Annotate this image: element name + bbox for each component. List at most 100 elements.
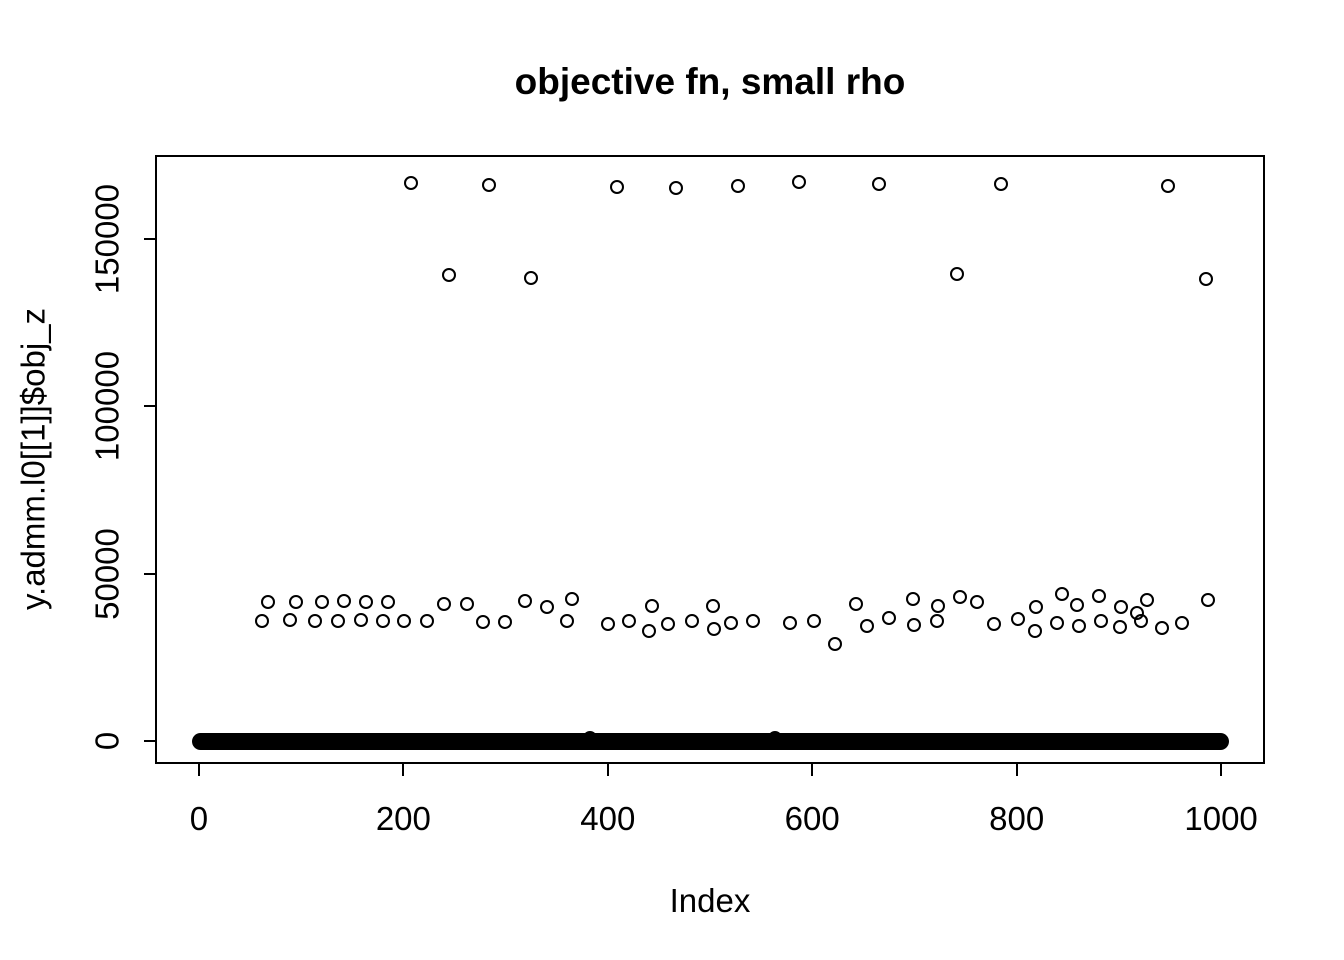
data-point-circle <box>791 174 806 189</box>
data-point-circle <box>684 613 699 628</box>
data-point-circle <box>906 592 921 607</box>
data-point-circle <box>1154 620 1169 635</box>
data-point-circle <box>609 179 624 194</box>
data-point-circle <box>314 595 329 610</box>
data-point-circle <box>437 596 452 611</box>
x-tick-label: 600 <box>784 800 840 837</box>
data-point-circle <box>669 181 684 196</box>
x-tick-label: 200 <box>375 800 431 837</box>
data-point-circle <box>950 267 965 282</box>
data-point-circle <box>255 613 270 628</box>
data-point-circle <box>482 178 497 193</box>
data-point-circle <box>261 595 276 610</box>
data-point-circle <box>953 590 968 605</box>
zero-value-point-band <box>191 733 1230 751</box>
data-point-circle <box>707 621 722 636</box>
data-point-circle <box>1069 598 1084 613</box>
data-point-circle <box>1112 619 1127 634</box>
data-point-circle <box>987 616 1002 631</box>
data-point-circle <box>330 613 345 628</box>
data-point-circle <box>397 613 412 628</box>
data-point-circle <box>419 613 434 628</box>
data-point-circle <box>497 615 512 630</box>
data-point-circle <box>929 613 944 628</box>
data-point-circle <box>782 615 797 630</box>
x-tick-mark <box>1015 763 1018 776</box>
data-point-circle <box>1028 624 1043 639</box>
x-tick-label: 400 <box>580 800 636 837</box>
data-point-circle <box>930 599 945 614</box>
x-tick-label: 0 <box>189 800 209 837</box>
data-point-circle <box>807 613 822 628</box>
plot-area <box>157 157 1263 762</box>
data-point-circle <box>730 178 745 193</box>
data-point-circle <box>1054 587 1069 602</box>
data-point-circle <box>1200 593 1215 608</box>
x-tick-mark <box>197 763 200 776</box>
x-axis-label: Index <box>669 882 751 919</box>
data-point-circle <box>1140 592 1155 607</box>
data-point-circle <box>354 612 369 627</box>
data-point-circle <box>337 594 352 609</box>
data-point-circle <box>1134 613 1149 628</box>
data-point-circle <box>724 615 739 630</box>
data-point-circle <box>540 600 555 615</box>
data-point-circle <box>622 613 637 628</box>
data-point-circle <box>1049 615 1064 630</box>
data-point-circle <box>524 270 539 285</box>
data-point-circle <box>1160 179 1175 194</box>
data-point-circle <box>1113 600 1128 615</box>
data-point-circle <box>907 617 922 632</box>
x-tick-mark <box>811 763 814 776</box>
data-point-circle <box>308 613 323 628</box>
data-point-circle <box>1029 600 1044 615</box>
data-point-circle <box>583 730 598 745</box>
data-point-circle <box>403 176 418 191</box>
data-point-circle <box>1072 618 1086 633</box>
data-point-circle <box>1094 613 1109 628</box>
data-point-circle <box>559 613 574 628</box>
x-tick-mark <box>1220 763 1223 776</box>
data-point-circle <box>768 730 783 745</box>
y-axis-label: y.admm.l0[[1]]$obj_z <box>14 307 52 611</box>
data-point-circle <box>871 176 886 191</box>
data-point-circle <box>1010 612 1025 627</box>
data-point-circle <box>600 616 615 631</box>
data-point-circle <box>1092 588 1107 603</box>
data-point-circle <box>641 623 656 638</box>
y-tick-label: 150000 <box>88 183 126 294</box>
y-tick-label: 50000 <box>88 527 126 620</box>
data-point-circle <box>860 618 875 633</box>
data-point-circle <box>1198 271 1213 286</box>
plot-area-border <box>155 155 1265 764</box>
data-point-circle <box>994 177 1009 192</box>
data-point-circle <box>661 616 676 631</box>
data-point-circle <box>282 612 297 627</box>
data-point-circle <box>459 596 474 611</box>
y-tick-label: 0 <box>88 731 126 751</box>
x-tick-label: 1000 <box>1184 800 1258 837</box>
data-point-circle <box>1175 615 1190 630</box>
data-point-circle <box>644 599 659 614</box>
data-point-circle <box>476 615 491 630</box>
y-tick-mark <box>144 572 157 575</box>
chart-title: objective fn, small rho <box>514 61 906 102</box>
data-point-circle <box>375 613 390 628</box>
data-point-circle <box>358 595 373 610</box>
data-point-circle <box>827 636 842 651</box>
data-point-circle <box>849 596 864 611</box>
data-point-circle <box>969 595 984 610</box>
y-tick-label: 100000 <box>88 351 126 462</box>
data-point-circle <box>745 613 760 628</box>
x-tick-mark <box>606 763 609 776</box>
y-tick-mark <box>144 237 157 240</box>
data-point-circle <box>706 599 721 614</box>
y-tick-mark <box>144 740 157 743</box>
data-point-circle <box>442 267 457 282</box>
data-point-circle <box>517 594 532 609</box>
data-point-circle <box>565 592 579 607</box>
data-point-circle <box>381 595 395 610</box>
data-point-circle <box>881 611 896 626</box>
data-point-circle <box>289 595 304 610</box>
